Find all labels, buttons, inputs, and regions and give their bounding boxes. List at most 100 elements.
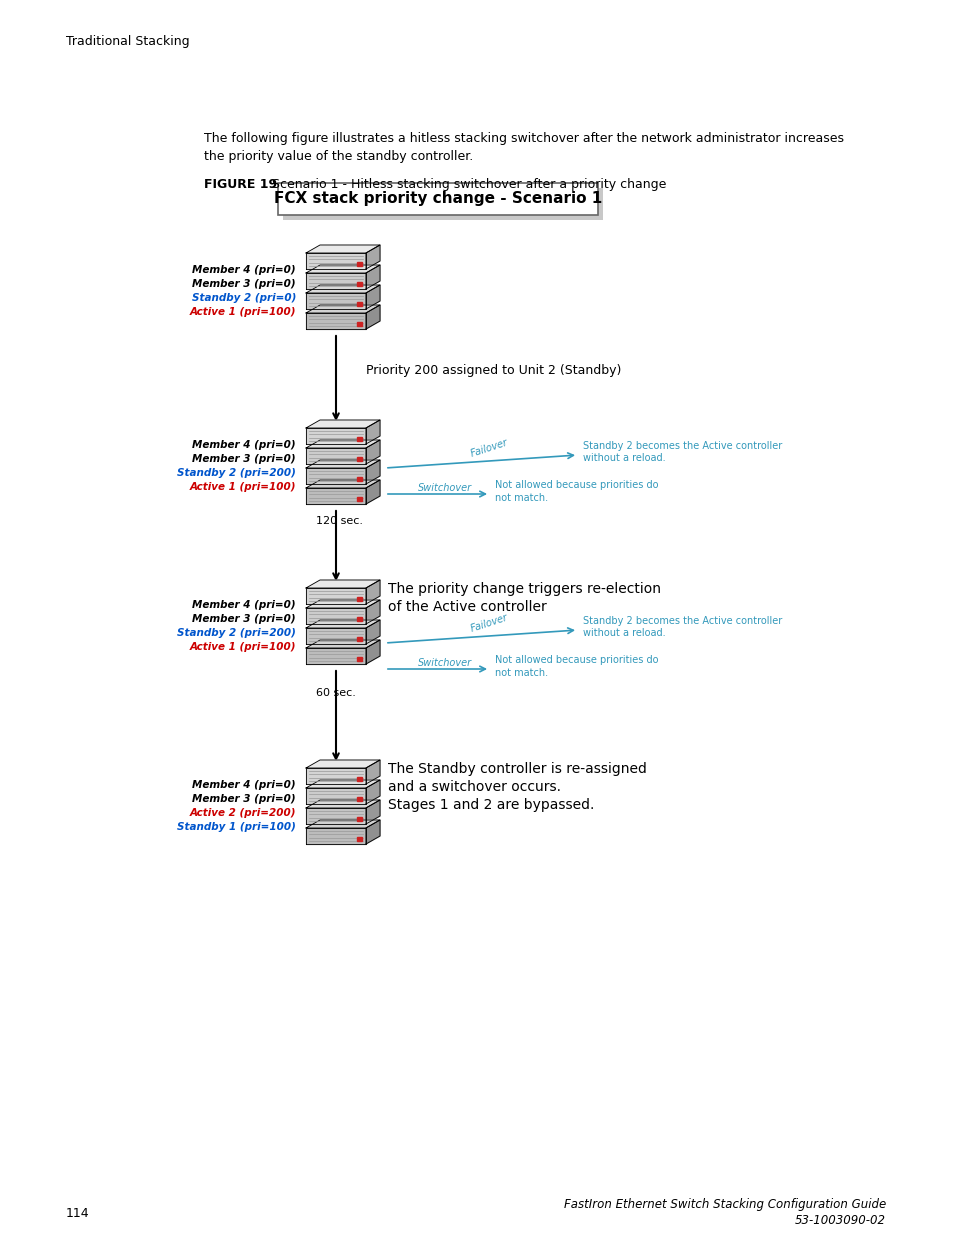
Polygon shape [306, 459, 379, 468]
Polygon shape [306, 480, 379, 488]
Text: Not allowed because priorities do: Not allowed because priorities do [495, 480, 658, 490]
Polygon shape [306, 468, 366, 484]
Text: FastIron Ethernet Switch Stacking Configuration Guide: FastIron Ethernet Switch Stacking Config… [563, 1198, 885, 1212]
Polygon shape [366, 459, 379, 484]
Polygon shape [366, 420, 379, 445]
Polygon shape [306, 820, 379, 827]
Text: Standby 2 (pri=200): Standby 2 (pri=200) [177, 468, 295, 478]
Text: Member 4 (pri=0): Member 4 (pri=0) [193, 600, 295, 610]
Polygon shape [366, 640, 379, 664]
Polygon shape [306, 600, 379, 608]
Text: Member 4 (pri=0): Member 4 (pri=0) [193, 781, 295, 790]
Polygon shape [306, 440, 379, 448]
Text: Standby 1 (pri=100): Standby 1 (pri=100) [177, 823, 295, 832]
Bar [356, 496, 361, 501]
Text: Priority 200 assigned to Unit 2 (Standby): Priority 200 assigned to Unit 2 (Standby… [366, 364, 620, 377]
Bar [356, 303, 361, 306]
Text: The following figure illustrates a hitless stacking switchover after the network: The following figure illustrates a hitle… [204, 132, 843, 144]
Text: Member 3 (pri=0): Member 3 (pri=0) [193, 794, 295, 804]
Text: and a switchover occurs.: and a switchover occurs. [388, 781, 560, 794]
Text: Member 3 (pri=0): Member 3 (pri=0) [193, 279, 295, 289]
Text: Not allowed because priorities do: Not allowed because priorities do [495, 655, 658, 664]
Text: 120 sec.: 120 sec. [315, 516, 363, 526]
Polygon shape [306, 808, 366, 824]
Text: Scenario 1 - Hitless stacking switchover after a priority change: Scenario 1 - Hitless stacking switchover… [268, 178, 666, 191]
Polygon shape [366, 600, 379, 624]
Polygon shape [366, 580, 379, 604]
Text: FIGURE 19: FIGURE 19 [204, 178, 276, 191]
Polygon shape [366, 266, 379, 289]
Polygon shape [306, 620, 379, 629]
Bar [356, 637, 361, 641]
Text: without a reload.: without a reload. [582, 453, 665, 463]
Text: Standby 2 becomes the Active controller: Standby 2 becomes the Active controller [582, 441, 781, 451]
Bar [356, 437, 361, 441]
Text: Failover: Failover [469, 437, 509, 458]
Bar [356, 477, 361, 480]
Polygon shape [306, 640, 379, 648]
Polygon shape [366, 285, 379, 309]
Polygon shape [306, 648, 366, 664]
Text: Active 1 (pri=100): Active 1 (pri=100) [190, 308, 295, 317]
Text: Failover: Failover [469, 613, 509, 634]
Polygon shape [306, 448, 366, 464]
Bar [356, 282, 361, 287]
Polygon shape [366, 305, 379, 329]
Bar [356, 597, 361, 601]
Polygon shape [306, 285, 379, 293]
Polygon shape [306, 312, 366, 329]
Polygon shape [306, 827, 366, 844]
Text: Member 4 (pri=0): Member 4 (pri=0) [193, 440, 295, 450]
Text: Active 1 (pri=100): Active 1 (pri=100) [190, 482, 295, 492]
Polygon shape [306, 800, 379, 808]
Bar [356, 837, 361, 841]
Polygon shape [306, 429, 366, 445]
Text: Standby 2 (pri=200): Standby 2 (pri=200) [177, 629, 295, 638]
Bar [356, 262, 361, 266]
Polygon shape [306, 781, 379, 788]
Text: 114: 114 [66, 1207, 90, 1220]
Polygon shape [306, 580, 379, 588]
Polygon shape [306, 768, 366, 784]
Bar [356, 618, 361, 621]
Polygon shape [366, 820, 379, 844]
Text: not match.: not match. [495, 493, 548, 503]
Text: The priority change triggers re-election: The priority change triggers re-election [388, 582, 660, 597]
Polygon shape [306, 305, 379, 312]
Polygon shape [306, 266, 379, 273]
Polygon shape [306, 420, 379, 429]
Polygon shape [306, 488, 366, 504]
Text: Switchover: Switchover [417, 483, 471, 493]
Text: The Standby controller is re-assigned: The Standby controller is re-assigned [388, 762, 646, 776]
Text: 60 sec.: 60 sec. [315, 688, 355, 698]
Polygon shape [306, 293, 366, 309]
Text: Member 3 (pri=0): Member 3 (pri=0) [193, 454, 295, 464]
Bar [356, 657, 361, 661]
FancyBboxPatch shape [283, 188, 602, 220]
Polygon shape [306, 245, 379, 253]
Text: Stages 1 and 2 are bypassed.: Stages 1 and 2 are bypassed. [388, 798, 594, 811]
Text: the priority value of the standby controller.: the priority value of the standby contro… [204, 149, 473, 163]
Bar [356, 818, 361, 821]
Text: 53-1003090-02: 53-1003090-02 [794, 1214, 885, 1228]
Text: Standby 2 (pri=0): Standby 2 (pri=0) [192, 293, 295, 303]
Text: Member 3 (pri=0): Member 3 (pri=0) [193, 614, 295, 624]
Bar [356, 457, 361, 461]
Polygon shape [306, 588, 366, 604]
Text: without a reload.: without a reload. [582, 629, 665, 638]
Text: Active 2 (pri=200): Active 2 (pri=200) [190, 808, 295, 818]
Bar [356, 797, 361, 802]
Polygon shape [366, 245, 379, 269]
Polygon shape [306, 273, 366, 289]
Polygon shape [366, 480, 379, 504]
Polygon shape [366, 800, 379, 824]
Polygon shape [306, 629, 366, 643]
Polygon shape [306, 253, 366, 269]
Polygon shape [366, 760, 379, 784]
Text: Standby 2 becomes the Active controller: Standby 2 becomes the Active controller [582, 616, 781, 626]
FancyBboxPatch shape [277, 183, 598, 215]
Text: Traditional Stacking: Traditional Stacking [66, 35, 190, 48]
Polygon shape [306, 788, 366, 804]
Polygon shape [366, 781, 379, 804]
Text: of the Active controller: of the Active controller [388, 600, 546, 614]
